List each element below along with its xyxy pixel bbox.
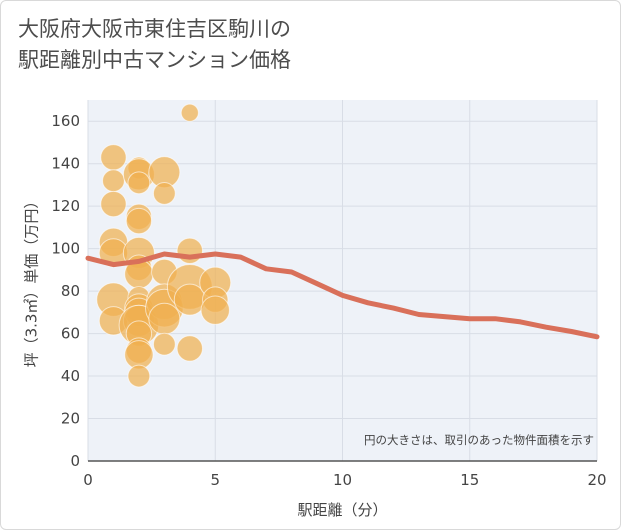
y-tick-label: 60	[61, 325, 80, 343]
bubble-point	[176, 237, 203, 264]
bubble-point	[100, 190, 127, 218]
bubble-point	[148, 302, 181, 335]
x-tick-label: 5	[210, 471, 220, 489]
chart-title-line-1: 大阪府大阪市東住吉区駒川の	[18, 17, 291, 41]
y-tick-label: 160	[51, 112, 80, 130]
size-annotation: 円の大きさは、取引のあった物件面積を示す	[364, 433, 594, 447]
bubble-point	[127, 171, 151, 195]
y-tick-label: 100	[51, 240, 80, 258]
y-tick-label: 20	[61, 410, 80, 428]
y-axis-title: 坪（3.3㎡）単価（万円）	[23, 194, 41, 368]
bubble-point	[176, 335, 203, 362]
bubble-point	[152, 332, 176, 356]
y-tick-label: 80	[61, 282, 80, 300]
line-layer	[85, 251, 600, 340]
y-tick-label: 120	[51, 197, 80, 215]
bubble-point	[200, 295, 230, 325]
y-tick-label: 140	[51, 155, 80, 173]
x-tick-label: 0	[83, 471, 93, 489]
tick-labels: 0 20 40 60 80 100 120 140 160 0 5 10 15 20	[51, 112, 606, 489]
average-price-line	[85, 251, 600, 340]
bubble-point	[127, 364, 151, 388]
y-tick-label: 0	[70, 452, 80, 470]
y-tick-label: 40	[61, 367, 80, 385]
x-axis-title: 駅距離（分）	[297, 501, 387, 519]
bubble-point	[125, 207, 153, 235]
chart-title: 大阪府大阪市東住吉区駒川の 駅距離別中古マンション価格	[18, 14, 578, 76]
bubble-point	[102, 169, 125, 193]
bubble-layer	[96, 103, 232, 388]
bubble-point	[180, 103, 199, 122]
chart-title-line-2: 駅距離別中古マンション価格	[18, 48, 291, 72]
x-tick-label: 15	[460, 471, 479, 489]
x-tick-label: 20	[587, 471, 606, 489]
bubble-point	[100, 144, 127, 171]
bubble-point	[152, 182, 176, 205]
x-tick-label: 10	[333, 471, 352, 489]
